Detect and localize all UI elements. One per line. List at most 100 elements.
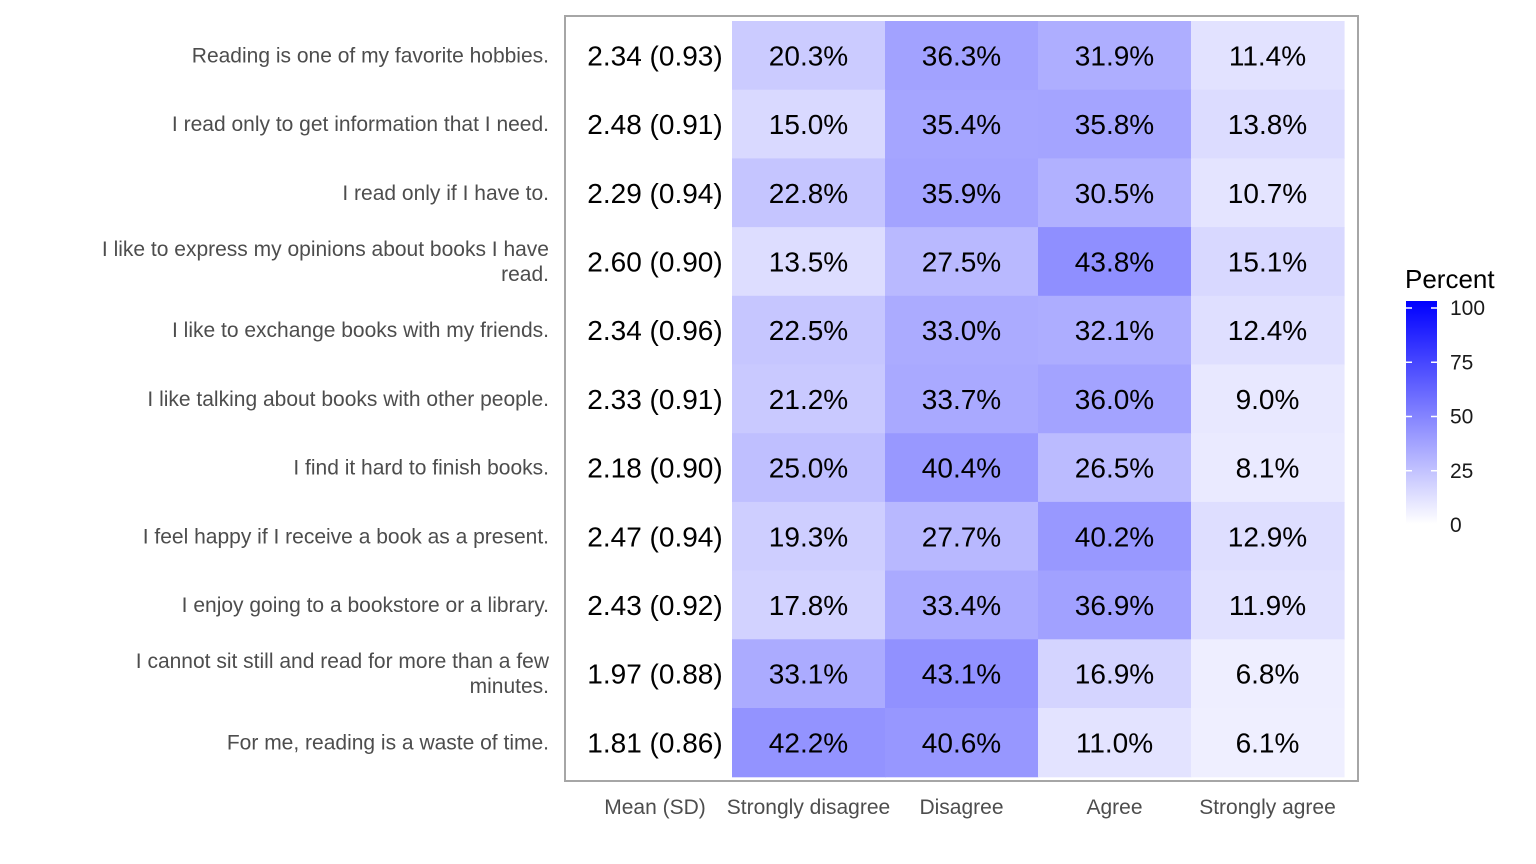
cell-value-label: 22.8% bbox=[769, 178, 848, 209]
cell-value-label: 27.5% bbox=[922, 246, 1001, 277]
heatmap-cell bbox=[885, 158, 1039, 228]
heatmap-cell bbox=[1191, 501, 1345, 572]
cell-value-label: 43.1% bbox=[922, 659, 1001, 690]
cell-value-label: 20.3% bbox=[769, 40, 848, 71]
heatmap-cell bbox=[885, 708, 1039, 778]
cell-value-label: 31.9% bbox=[1075, 40, 1154, 71]
cell-value-label: 40.6% bbox=[922, 727, 1001, 758]
row-label-line: read. bbox=[501, 263, 549, 286]
heatmap-cell bbox=[1038, 295, 1192, 366]
row-label: I read only if I have to. bbox=[342, 182, 549, 205]
heatmap-cell bbox=[1038, 21, 1192, 91]
heatmap-cell bbox=[732, 158, 886, 228]
heatmap-cell bbox=[1038, 227, 1192, 297]
heatmap-cell bbox=[732, 433, 886, 503]
legend-tick-label: 100 bbox=[1450, 297, 1485, 320]
mean-sd-label: 1.97 (0.88) bbox=[587, 659, 722, 690]
panel-border bbox=[564, 15, 1359, 782]
mean-sd-label: 2.43 (0.92) bbox=[587, 590, 722, 621]
mean-sd-label: 1.81 (0.86) bbox=[587, 727, 722, 758]
heatmap-cell bbox=[885, 433, 1039, 503]
heatmap-cell bbox=[1191, 708, 1345, 778]
heatmap-cell bbox=[1038, 433, 1192, 503]
cell-value-label: 36.9% bbox=[1075, 590, 1154, 621]
heatmap-cell bbox=[885, 295, 1039, 366]
heatmap-cell bbox=[1191, 227, 1345, 297]
cell-value-label: 13.5% bbox=[769, 246, 848, 277]
cell-value-label: 33.1% bbox=[769, 659, 848, 690]
heatmap-cell bbox=[885, 89, 1039, 159]
heatmap-cell bbox=[732, 295, 886, 366]
cell-value-label: 36.0% bbox=[1075, 384, 1154, 415]
cell-value-label: 11.4% bbox=[1229, 40, 1306, 71]
row-label-line: I like to express my opinions about book… bbox=[102, 238, 549, 261]
cell-value-label: 33.7% bbox=[922, 384, 1001, 415]
cell-value-label: 35.4% bbox=[922, 109, 1001, 140]
cell-value-label: 15.0% bbox=[769, 109, 848, 140]
cell-value-label: 8.1% bbox=[1236, 453, 1300, 484]
heatmap-cell bbox=[1191, 295, 1345, 366]
heatmap-cell bbox=[732, 570, 886, 640]
legend-tick-label: 50 bbox=[1450, 406, 1473, 429]
heatmap-cell bbox=[885, 364, 1039, 434]
column-label: Strongly agree bbox=[1199, 796, 1336, 819]
cell-value-label: 22.5% bbox=[769, 315, 848, 346]
mean-sd-label: 2.34 (0.96) bbox=[587, 315, 722, 346]
heatmap-cell bbox=[1038, 158, 1192, 228]
legend-tick-label: 75 bbox=[1450, 351, 1473, 374]
cell-value-label: 33.0% bbox=[922, 315, 1001, 346]
heatmap-cell bbox=[732, 89, 886, 159]
cell-value-label: 21.2% bbox=[769, 384, 848, 415]
heatmap-cell bbox=[1038, 639, 1192, 709]
cell-value-label: 30.5% bbox=[1075, 178, 1154, 209]
column-label-mean: Mean (SD) bbox=[604, 796, 706, 819]
row-label: I like to exchange books with my friends… bbox=[172, 319, 549, 342]
heatmap-cell bbox=[885, 570, 1039, 640]
column-label: Strongly disagree bbox=[727, 796, 890, 819]
cell-value-label: 33.4% bbox=[922, 590, 1001, 621]
row-label: I enjoy going to a bookstore or a librar… bbox=[182, 594, 549, 617]
row-label-line: minutes. bbox=[470, 675, 549, 698]
cell-value-label: 11.0% bbox=[1076, 727, 1153, 758]
heatmap-cell bbox=[1191, 89, 1345, 159]
row-label: I like talking about books with other pe… bbox=[147, 388, 549, 411]
heatmap-cell bbox=[1038, 708, 1192, 778]
row-label: I like to express my opinions about book… bbox=[102, 238, 549, 286]
heatmap-cell bbox=[732, 21, 886, 91]
cell-value-label: 27.7% bbox=[922, 521, 1001, 552]
heatmap-cell bbox=[885, 639, 1039, 709]
cell-value-label: 12.4% bbox=[1228, 315, 1307, 346]
heatmap-cell bbox=[1191, 639, 1345, 709]
heatmap-cell bbox=[885, 501, 1039, 572]
cell-value-label: 16.9% bbox=[1075, 659, 1154, 690]
legend: Percent 0 25 50 75 100 bbox=[1405, 264, 1495, 537]
heatmap-cell bbox=[1038, 364, 1192, 434]
mean-sd-label: 2.60 (0.90) bbox=[587, 246, 722, 277]
cell-value-label: 10.7% bbox=[1228, 178, 1307, 209]
row-label: I find it hard to finish books. bbox=[293, 457, 549, 480]
heatmap-cell bbox=[732, 708, 886, 778]
heatmap-cell bbox=[1038, 89, 1192, 159]
heatmap-cell bbox=[1191, 158, 1345, 228]
row-label: I cannot sit still and read for more tha… bbox=[136, 650, 550, 698]
mean-sd-label: 2.47 (0.94) bbox=[587, 521, 722, 552]
heatmap-cell bbox=[1038, 501, 1192, 572]
cell-value-label: 32.1% bbox=[1075, 315, 1154, 346]
row-label-line: I cannot sit still and read for more tha… bbox=[136, 650, 550, 673]
cell-value-label: 17.8% bbox=[769, 590, 848, 621]
cell-value-label: 25.0% bbox=[769, 453, 848, 484]
heatmap-cell bbox=[732, 501, 886, 572]
cell-value-label: 6.8% bbox=[1236, 659, 1300, 690]
cell-value-label: 42.2% bbox=[769, 727, 848, 758]
legend-tick-label: 25 bbox=[1450, 460, 1473, 483]
heatmap-cell bbox=[1191, 433, 1345, 503]
column-label: Disagree bbox=[919, 796, 1003, 819]
cell-value-label: 40.2% bbox=[1075, 521, 1154, 552]
heatmap-cell bbox=[732, 639, 886, 709]
cells-layer bbox=[732, 21, 1345, 778]
cell-value-label: 12.9% bbox=[1228, 521, 1307, 552]
cell-value-label: 13.8% bbox=[1228, 109, 1307, 140]
mean-sd-label: 2.48 (0.91) bbox=[587, 109, 722, 140]
mean-sd-label: 2.34 (0.93) bbox=[587, 40, 722, 71]
